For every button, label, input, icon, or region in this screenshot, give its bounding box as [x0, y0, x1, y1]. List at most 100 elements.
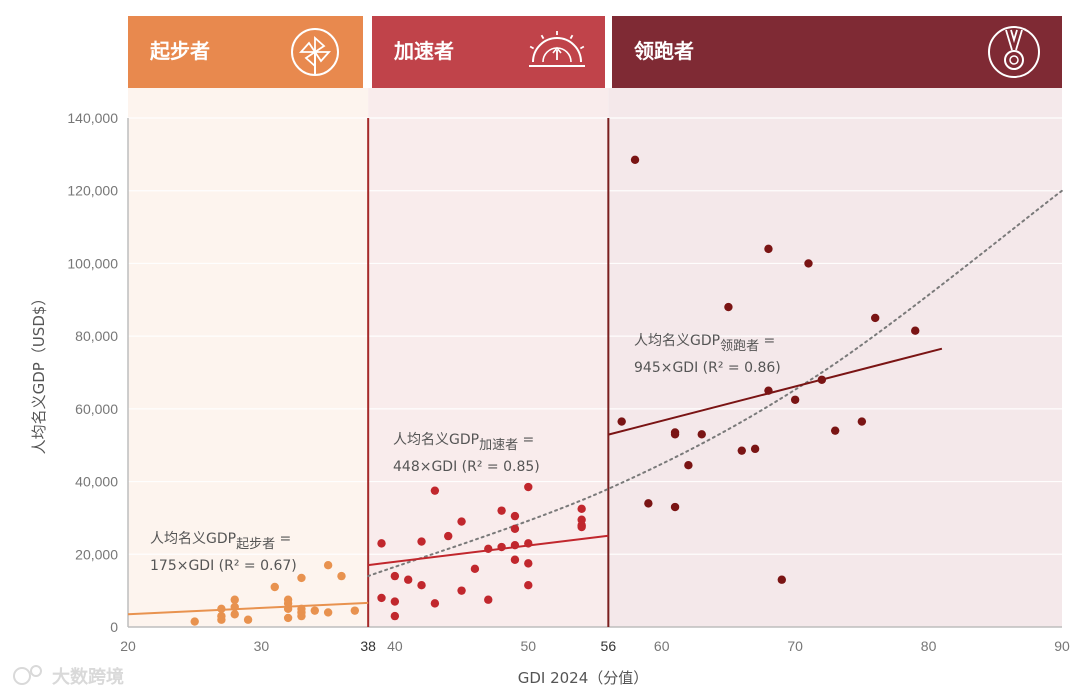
- y-tick-label: 120,000: [67, 183, 118, 199]
- zone-bg-1: [128, 88, 369, 627]
- y-tick-label: 40,000: [75, 474, 118, 490]
- data-point: [470, 564, 480, 574]
- x-tick-label: 20: [120, 638, 136, 654]
- fit-line-3: [608, 347, 943, 436]
- data-point: [524, 559, 533, 568]
- x-tick-label: 40: [387, 638, 403, 654]
- data-point: [577, 522, 586, 532]
- data-point: [510, 555, 520, 564]
- data-point: [644, 499, 653, 508]
- data-point: [417, 580, 426, 590]
- x-tick-label: 60: [654, 638, 670, 654]
- data-point: [417, 537, 426, 546]
- data-point: [377, 539, 386, 548]
- watermark: 大数跨境: [13, 665, 124, 688]
- data-point: [217, 611, 226, 621]
- data-point: [724, 302, 733, 312]
- x-tick-label: 56: [601, 638, 617, 654]
- data-point: [911, 326, 920, 335]
- data-point: [217, 604, 226, 614]
- y-tick-label: 60,000: [75, 401, 118, 417]
- data-point: [430, 486, 440, 495]
- data-point: [697, 430, 706, 439]
- x-tick-label: 70: [787, 638, 803, 654]
- data-point: [497, 542, 506, 552]
- medal-icon: [988, 26, 1040, 78]
- zone-header-3: [612, 16, 1062, 88]
- data-point: [484, 544, 493, 554]
- y-tick-label: 140,000: [67, 110, 118, 126]
- data-point: [377, 593, 386, 603]
- gridlines: [128, 117, 1062, 555]
- data-point: [444, 531, 453, 541]
- data-point: [323, 608, 333, 617]
- watermark-text: 大数跨境: [52, 666, 124, 688]
- data-points: [190, 155, 920, 626]
- trend-curve-path: [367, 189, 1063, 578]
- y-tick-label: 100,000: [67, 255, 118, 271]
- y-tick-label: 20,000: [75, 546, 118, 562]
- zone-backgrounds: [128, 88, 1062, 627]
- zone-title-2: 加速者: [393, 39, 454, 63]
- zone-title-1: 起步者: [149, 39, 210, 63]
- data-point: [230, 610, 239, 619]
- fit-label-line2: 945×GDI (R² = 0.86): [634, 360, 781, 376]
- pinwheel-icon: [291, 28, 339, 76]
- x-axis-title: GDI 2024（分值）: [518, 669, 649, 687]
- data-point: [670, 502, 680, 512]
- fit-label-line1: 人均名义GDP起步者 =: [150, 531, 291, 552]
- data-point: [404, 575, 413, 584]
- axes: 0 20,000 40,000 60,000 80,000 100,000 120,000 1…: [30, 110, 1070, 687]
- fit-annotations: 人均名义GDP起步者 = 175×GDI (R² = 0.67) 人均名义GDP加速…: [150, 333, 781, 574]
- data-point: [310, 606, 319, 615]
- data-point: [190, 617, 199, 626]
- data-point: [297, 604, 306, 614]
- watermark-logo-icon: [13, 665, 42, 685]
- x-tick-label: 50: [520, 638, 536, 654]
- data-point: [684, 461, 693, 470]
- data-point: [817, 375, 827, 384]
- data-point: [524, 580, 533, 590]
- data-point: [390, 597, 400, 606]
- zone-title-3: 领跑者: [634, 39, 694, 63]
- data-point: [617, 417, 626, 426]
- data-point: [270, 582, 279, 592]
- data-point: [577, 504, 586, 514]
- fit-line-1: [127, 601, 369, 616]
- data-point: [510, 524, 520, 534]
- data-point: [737, 446, 746, 455]
- data-point: [630, 155, 640, 165]
- data-point: [457, 586, 466, 595]
- data-point: [484, 595, 493, 604]
- data-point: [297, 573, 306, 583]
- data-point: [497, 506, 506, 515]
- zone-bg-3: [608, 88, 1062, 627]
- data-point: [430, 599, 440, 608]
- data-point: [857, 417, 867, 426]
- x-tick-label: 90: [1054, 638, 1070, 654]
- data-point: [524, 539, 533, 548]
- data-point: [337, 571, 346, 581]
- data-point: [871, 313, 880, 323]
- data-point: [323, 560, 333, 570]
- data-point: [764, 244, 773, 254]
- data-point: [510, 511, 520, 521]
- fit-label-line1: 人均名义GDP加速者 =: [393, 432, 534, 453]
- data-point: [510, 540, 520, 550]
- fit-label-line1: 人均名义GDP领跑者 =: [634, 333, 775, 354]
- zone-headers: 起步者 加速者 领跑者: [128, 16, 1062, 88]
- data-point: [670, 430, 680, 439]
- data-point: [524, 482, 533, 492]
- y-tick-label: 80,000: [75, 328, 118, 344]
- fit-label-line2: 175×GDI (R² = 0.67): [150, 558, 297, 574]
- data-point: [777, 575, 786, 584]
- gauge-icon: [529, 31, 585, 67]
- data-point: [350, 606, 360, 615]
- data-point: [243, 615, 253, 624]
- data-point: [390, 611, 400, 621]
- data-point: [804, 259, 813, 268]
- y-tick-label: 0: [110, 619, 118, 635]
- data-point: [283, 595, 293, 604]
- data-point: [230, 595, 239, 604]
